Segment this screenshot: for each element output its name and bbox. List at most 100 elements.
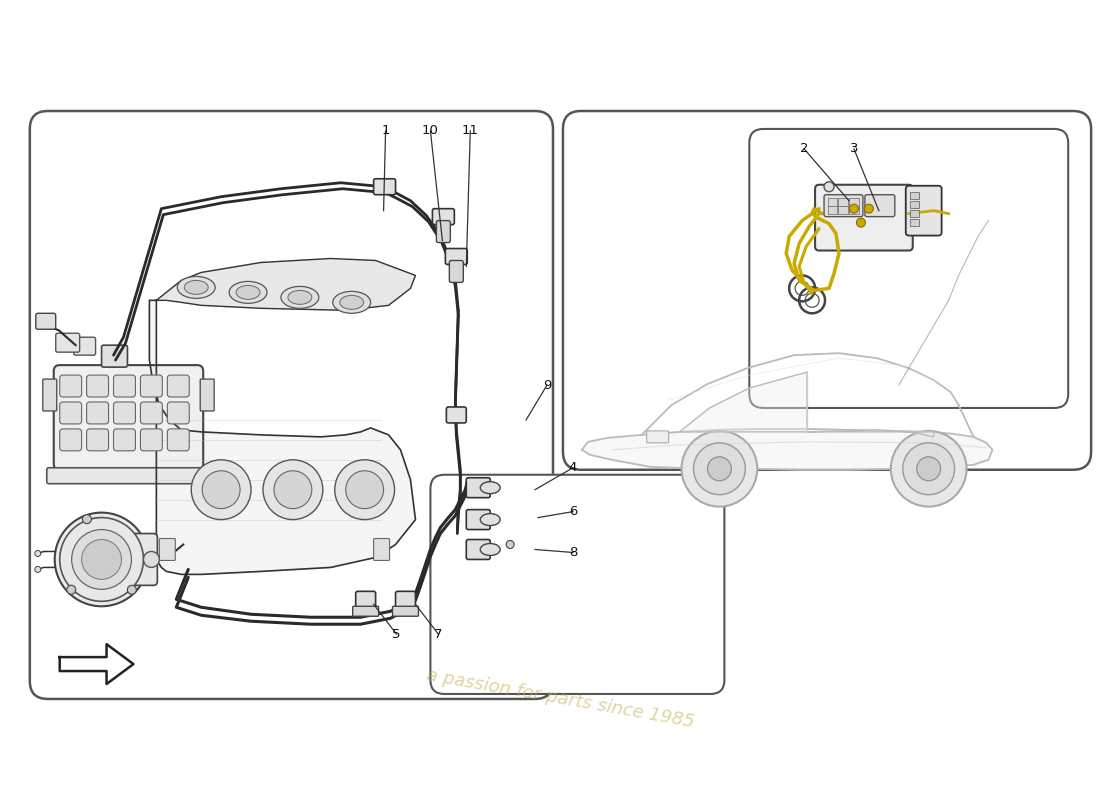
FancyBboxPatch shape — [113, 429, 135, 451]
FancyBboxPatch shape — [374, 178, 396, 194]
Text: 8: 8 — [569, 546, 578, 559]
FancyBboxPatch shape — [355, 591, 375, 614]
Ellipse shape — [236, 286, 260, 299]
Text: 6: 6 — [569, 505, 578, 518]
FancyBboxPatch shape — [849, 206, 859, 214]
Ellipse shape — [280, 286, 319, 308]
FancyBboxPatch shape — [167, 375, 189, 397]
FancyBboxPatch shape — [87, 429, 109, 451]
FancyBboxPatch shape — [563, 111, 1091, 470]
Circle shape — [72, 530, 132, 590]
Text: 3: 3 — [849, 142, 858, 155]
Circle shape — [263, 460, 322, 519]
Circle shape — [865, 204, 873, 213]
Text: 5: 5 — [393, 628, 400, 641]
FancyBboxPatch shape — [910, 192, 920, 199]
Circle shape — [202, 470, 240, 509]
Polygon shape — [582, 429, 992, 470]
FancyBboxPatch shape — [87, 375, 109, 397]
FancyBboxPatch shape — [74, 338, 96, 355]
FancyBboxPatch shape — [437, 221, 450, 242]
Ellipse shape — [340, 295, 364, 310]
FancyBboxPatch shape — [393, 606, 418, 616]
FancyBboxPatch shape — [910, 210, 920, 217]
FancyBboxPatch shape — [30, 111, 553, 699]
FancyBboxPatch shape — [141, 375, 163, 397]
FancyBboxPatch shape — [98, 534, 157, 586]
Polygon shape — [807, 430, 934, 437]
FancyBboxPatch shape — [450, 261, 463, 282]
FancyBboxPatch shape — [54, 365, 204, 470]
Text: 7: 7 — [434, 628, 442, 641]
Circle shape — [274, 470, 311, 509]
FancyBboxPatch shape — [59, 402, 81, 424]
Circle shape — [824, 182, 834, 192]
Circle shape — [506, 541, 514, 549]
FancyBboxPatch shape — [447, 407, 466, 423]
Circle shape — [334, 460, 395, 519]
Circle shape — [693, 443, 746, 494]
FancyBboxPatch shape — [353, 606, 378, 616]
FancyBboxPatch shape — [374, 538, 389, 561]
Circle shape — [67, 586, 76, 594]
Polygon shape — [150, 300, 416, 574]
Circle shape — [916, 457, 940, 481]
Circle shape — [55, 513, 148, 606]
FancyBboxPatch shape — [113, 375, 135, 397]
Circle shape — [128, 586, 136, 594]
Circle shape — [903, 443, 955, 494]
Circle shape — [59, 518, 143, 602]
Circle shape — [682, 431, 757, 506]
FancyBboxPatch shape — [838, 206, 848, 214]
FancyBboxPatch shape — [47, 468, 210, 484]
Text: 1: 1 — [382, 125, 389, 138]
FancyBboxPatch shape — [824, 194, 862, 217]
FancyBboxPatch shape — [466, 510, 491, 530]
FancyBboxPatch shape — [141, 402, 163, 424]
FancyBboxPatch shape — [167, 429, 189, 451]
Ellipse shape — [481, 482, 500, 494]
Circle shape — [707, 457, 732, 481]
Ellipse shape — [333, 291, 371, 314]
Ellipse shape — [177, 277, 216, 298]
Ellipse shape — [481, 543, 500, 555]
FancyBboxPatch shape — [432, 209, 454, 225]
Ellipse shape — [481, 514, 500, 526]
Circle shape — [143, 551, 160, 567]
FancyBboxPatch shape — [849, 198, 859, 206]
FancyBboxPatch shape — [446, 249, 468, 265]
FancyBboxPatch shape — [749, 129, 1068, 408]
FancyBboxPatch shape — [59, 375, 81, 397]
FancyBboxPatch shape — [430, 474, 725, 694]
Ellipse shape — [229, 282, 267, 303]
FancyBboxPatch shape — [827, 206, 837, 214]
FancyBboxPatch shape — [101, 345, 128, 367]
FancyBboxPatch shape — [167, 402, 189, 424]
Circle shape — [891, 431, 967, 506]
Text: 11: 11 — [462, 125, 478, 138]
Text: 10: 10 — [422, 125, 439, 138]
FancyBboxPatch shape — [905, 186, 942, 235]
FancyBboxPatch shape — [466, 478, 491, 498]
FancyBboxPatch shape — [141, 429, 163, 451]
Text: 4: 4 — [569, 462, 578, 474]
Text: a passion for parts since 1985: a passion for parts since 1985 — [425, 666, 695, 731]
FancyBboxPatch shape — [160, 538, 175, 561]
FancyBboxPatch shape — [43, 379, 57, 411]
FancyBboxPatch shape — [200, 379, 214, 411]
FancyBboxPatch shape — [36, 314, 56, 330]
FancyBboxPatch shape — [56, 334, 79, 352]
Ellipse shape — [185, 281, 208, 294]
FancyBboxPatch shape — [647, 431, 669, 443]
Text: 9: 9 — [542, 378, 551, 391]
Circle shape — [857, 218, 866, 227]
Circle shape — [345, 470, 384, 509]
FancyBboxPatch shape — [865, 194, 894, 217]
Circle shape — [35, 566, 41, 572]
Circle shape — [849, 204, 858, 213]
Polygon shape — [59, 644, 133, 684]
Text: ELI: ELI — [173, 402, 549, 617]
Polygon shape — [156, 258, 416, 310]
FancyBboxPatch shape — [838, 198, 848, 206]
FancyBboxPatch shape — [59, 429, 81, 451]
